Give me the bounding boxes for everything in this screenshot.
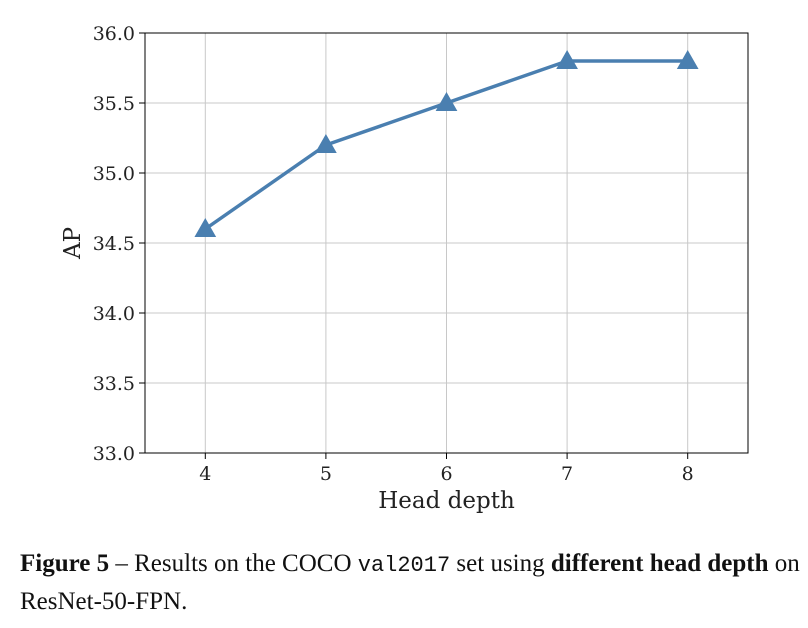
y-tick-label: 35.0 [93, 163, 135, 185]
y-tick-label: 36.0 [93, 23, 135, 45]
caption-code: val2017 [357, 553, 451, 578]
triangle-marker [194, 217, 217, 237]
x-axis-title: Head depth [378, 488, 515, 514]
caption-bold-text: different head depth [550, 550, 769, 577]
x-axis: 4 5 6 7 8 [199, 453, 694, 485]
x-tick-label: 8 [682, 463, 694, 485]
y-axis-title: AP [60, 227, 86, 260]
triangle-marker [315, 133, 337, 153]
series [194, 49, 699, 237]
caption-text-2: set using [450, 550, 551, 577]
caption-text-3: on ResNet-50-FPN. [20, 550, 800, 615]
caption-figure-label: Figure 5 [20, 550, 110, 577]
y-tick-label: 33.0 [93, 443, 135, 465]
figure-caption: Figure 5 – Results on the COCO val2017 s… [20, 546, 800, 620]
x-tick-label: 6 [440, 463, 452, 485]
y-tick-label: 35.5 [93, 93, 135, 115]
triangle-marker [676, 49, 699, 69]
triangle-marker [435, 91, 458, 111]
x-tick-label: 7 [561, 463, 573, 485]
x-tick-label: 5 [320, 463, 332, 485]
x-tick-label: 4 [199, 463, 211, 485]
y-tick-label: 33.5 [93, 373, 135, 395]
y-axis: 33.0 33.5 34.0 34.5 35.0 35.5 36.0 [93, 23, 145, 465]
chart: 4 5 6 7 8 33.0 33.5 34.0 34.5 35.0 35.5 36.0 Head … [60, 23, 749, 514]
caption-text-1: – Results on the COCO [109, 550, 358, 577]
y-tick-label: 34.5 [93, 233, 135, 255]
triangle-marker [556, 49, 578, 69]
y-tick-label: 34.0 [93, 303, 135, 325]
